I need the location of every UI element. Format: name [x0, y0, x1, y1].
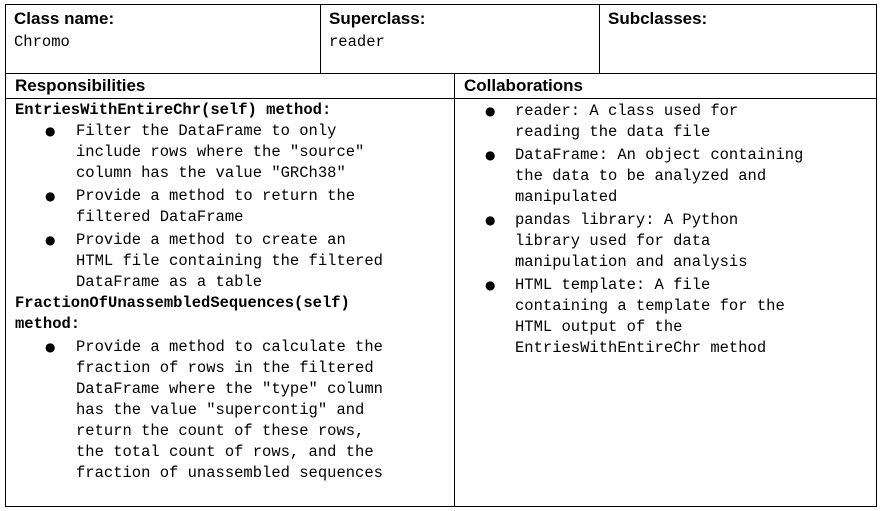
class-name-value: Chromo	[14, 33, 70, 51]
responsibilities-header: Responsibilities	[6, 74, 454, 99]
list-item: ● HTML template: A file containing a temp…	[455, 275, 876, 359]
bullet-text: Provide a method to return the filtered …	[76, 187, 356, 226]
list-item: ● Filter the DataFrame to only include ro…	[15, 121, 454, 184]
bullet-text: Provide a method to create an HTML file …	[76, 231, 383, 291]
subclasses-label: Subclasses:	[608, 9, 708, 28]
list-item: ● DataFrame: An object containing the dat…	[455, 145, 876, 208]
collaborations-header: Collaborations	[455, 74, 876, 99]
method1-bullet-list: ● Filter the DataFrame to only include ro…	[15, 121, 454, 293]
bullet-text: reader: A class used for reading the dat…	[515, 102, 739, 141]
list-item: ● Provide a method to calculate the fract…	[15, 337, 454, 484]
bullet-text: Provide a method to calculate the fracti…	[76, 338, 383, 482]
bullet-text: pandas library: A Python library used fo…	[515, 211, 748, 271]
subclasses-cell: Subclasses:	[600, 5, 876, 73]
bullet-icon: ●	[485, 104, 496, 118]
method2-bullet-list: ● Provide a method to calculate the fract…	[15, 337, 454, 484]
collaborations-bullet-list: ● reader: A class used for reading the da…	[455, 101, 876, 359]
list-item: ● Provide a method to return the filtered…	[15, 186, 454, 228]
bullet-icon: ●	[45, 124, 56, 138]
crc-body-row: Responsibilities EntriesWithEntireChr(se…	[6, 74, 876, 506]
class-name-label: Class name:	[14, 9, 115, 28]
crc-header-row: Class name: Chromo Superclass: reader Su…	[6, 5, 876, 74]
superclass-value: reader	[329, 33, 385, 51]
bullet-icon: ●	[45, 189, 56, 203]
bullet-text: DataFrame: An object containing the data…	[515, 146, 804, 206]
class-name-cell: Class name: Chromo	[6, 5, 321, 73]
bullet-icon: ●	[485, 213, 496, 227]
bullet-icon: ●	[485, 148, 496, 162]
list-item: ● reader: A class used for reading the da…	[455, 101, 876, 143]
superclass-cell: Superclass: reader	[321, 5, 600, 73]
collaborations-column: Collaborations ● reader: A class used for…	[455, 74, 876, 506]
collaborations-body: ● reader: A class used for reading the da…	[455, 99, 876, 359]
superclass-label: Superclass:	[329, 9, 426, 28]
bullet-icon: ●	[485, 278, 496, 292]
bullet-icon: ●	[45, 340, 56, 354]
crc-card: Class name: Chromo Superclass: reader Su…	[5, 4, 877, 507]
method-title: EntriesWithEntireChr(self) method:	[15, 101, 332, 119]
bullet-text: HTML template: A file containing a templ…	[515, 276, 785, 357]
bullet-text: Filter the DataFrame to only include row…	[76, 122, 365, 182]
method-title: FractionOfUnassembledSequences(self) met…	[15, 294, 350, 333]
list-item: ● pandas library: A Python library used f…	[455, 210, 876, 273]
bullet-icon: ●	[45, 233, 56, 247]
responsibilities-column: Responsibilities EntriesWithEntireChr(se…	[6, 74, 455, 506]
responsibilities-body: EntriesWithEntireChr(self) method: ● Filt…	[6, 99, 454, 484]
list-item: ● Provide a method to create an HTML file…	[15, 230, 454, 293]
